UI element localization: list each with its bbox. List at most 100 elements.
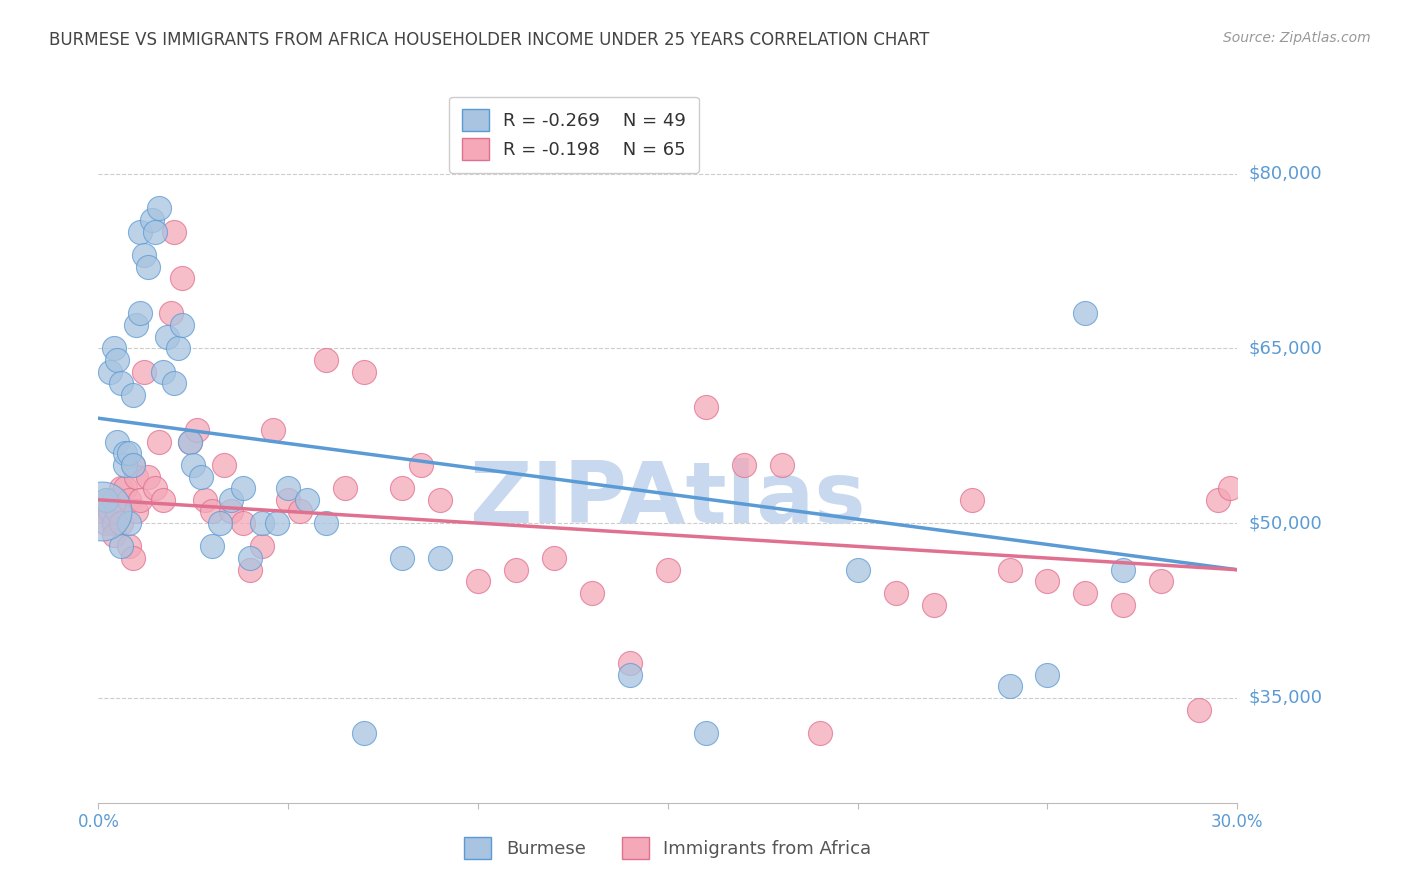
Point — [194, 492, 217, 507]
Point — [1150, 574, 1173, 589]
Point — [114, 481, 136, 495]
Text: Source: ZipAtlas.com: Source: ZipAtlas.com — [1223, 31, 1371, 45]
Point — [136, 469, 159, 483]
Point — [315, 353, 337, 368]
Point — [141, 213, 163, 227]
Point — [110, 481, 132, 495]
Point — [129, 225, 152, 239]
Point — [1036, 574, 1059, 589]
Point — [110, 376, 132, 391]
Point — [163, 376, 186, 391]
Point — [221, 492, 243, 507]
Point — [110, 540, 132, 554]
Point — [125, 504, 148, 518]
Point — [118, 516, 141, 530]
Point — [118, 492, 141, 507]
Point — [132, 248, 155, 262]
Point — [277, 492, 299, 507]
Point — [114, 446, 136, 460]
Point — [232, 481, 254, 495]
Point — [156, 329, 179, 343]
Point — [145, 225, 167, 239]
Point — [110, 516, 132, 530]
Point — [221, 504, 243, 518]
Point — [136, 260, 159, 274]
Point — [118, 540, 141, 554]
Point — [167, 341, 190, 355]
Point — [695, 726, 717, 740]
Point — [208, 516, 231, 530]
Point — [170, 271, 193, 285]
Point — [998, 679, 1021, 693]
Point — [429, 492, 451, 507]
Point — [125, 469, 148, 483]
Point — [232, 516, 254, 530]
Point — [505, 563, 527, 577]
Point — [411, 458, 433, 472]
Point — [121, 388, 143, 402]
Point — [94, 492, 117, 507]
Point — [353, 726, 375, 740]
Point — [250, 516, 273, 530]
Point — [190, 469, 212, 483]
Point — [107, 353, 129, 368]
Point — [170, 318, 193, 332]
Point — [884, 586, 907, 600]
Point — [1112, 563, 1135, 577]
Point — [1074, 586, 1097, 600]
Point — [619, 656, 641, 670]
Legend: Burmese, Immigrants from Africa: Burmese, Immigrants from Africa — [457, 830, 879, 866]
Text: $35,000: $35,000 — [1249, 689, 1323, 707]
Text: $65,000: $65,000 — [1249, 339, 1322, 358]
Point — [429, 551, 451, 566]
Point — [152, 492, 174, 507]
Point — [94, 516, 117, 530]
Text: $80,000: $80,000 — [1249, 164, 1322, 183]
Point — [152, 365, 174, 379]
Point — [467, 574, 489, 589]
Point — [1188, 702, 1211, 716]
Point — [1112, 598, 1135, 612]
Point — [266, 516, 288, 530]
Point — [1036, 667, 1059, 681]
Point — [846, 563, 869, 577]
Text: $50,000: $50,000 — [1249, 514, 1322, 533]
Point — [121, 551, 143, 566]
Point — [770, 458, 793, 472]
Point — [179, 434, 201, 449]
Point — [107, 434, 129, 449]
Point — [98, 365, 121, 379]
Point — [922, 598, 945, 612]
Point — [94, 492, 117, 507]
Point — [619, 667, 641, 681]
Point — [114, 458, 136, 472]
Point — [1208, 492, 1230, 507]
Point — [159, 306, 181, 320]
Point — [103, 528, 125, 542]
Point — [148, 202, 170, 216]
Point — [353, 365, 375, 379]
Point — [103, 492, 125, 507]
Point — [239, 551, 262, 566]
Point — [201, 540, 224, 554]
Point — [132, 365, 155, 379]
Text: BURMESE VS IMMIGRANTS FROM AFRICA HOUSEHOLDER INCOME UNDER 25 YEARS CORRELATION : BURMESE VS IMMIGRANTS FROM AFRICA HOUSEH… — [49, 31, 929, 49]
Point — [125, 318, 148, 332]
Point — [581, 586, 603, 600]
Point — [262, 423, 284, 437]
Point — [148, 434, 170, 449]
Point — [1074, 306, 1097, 320]
Point — [960, 492, 983, 507]
Point — [1219, 481, 1241, 495]
Point — [118, 446, 141, 460]
Point — [212, 458, 235, 472]
Text: ZIPAtlas: ZIPAtlas — [470, 458, 866, 541]
Point — [179, 434, 201, 449]
Point — [129, 306, 152, 320]
Point — [91, 504, 114, 518]
Point — [129, 492, 152, 507]
Point — [186, 423, 208, 437]
Point — [998, 563, 1021, 577]
Point — [277, 481, 299, 495]
Point — [121, 458, 143, 472]
